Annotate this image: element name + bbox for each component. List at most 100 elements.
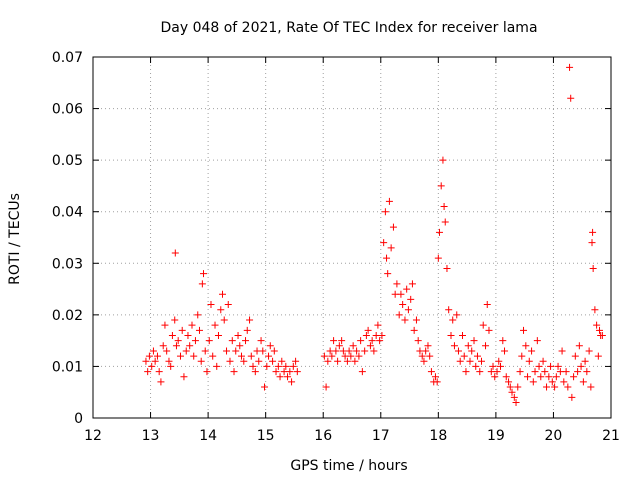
data-point [496,362,504,370]
data-point [168,331,176,339]
data-point [568,393,576,401]
data-point [489,362,497,370]
data-point [589,228,597,236]
data-point [587,383,595,391]
data-point [401,316,409,324]
data-point [395,311,403,319]
data-point [335,342,343,350]
data-point [328,352,336,360]
data-point [588,239,596,247]
data-point [180,373,188,381]
data-point [445,306,453,314]
data-point [243,326,251,334]
data-point [501,347,509,355]
x-tick-label: 21 [602,428,620,444]
data-point [418,352,426,360]
data-point [447,331,455,339]
data-point [547,362,555,370]
y-tick-label: 0 [74,411,83,427]
data-point [224,301,232,309]
data-point [499,337,507,345]
data-point [261,383,269,391]
data-point [427,368,435,376]
data-point [205,337,213,345]
data-point [408,280,416,288]
data-point [201,347,209,355]
data-point [512,399,520,407]
data-point [403,285,411,293]
data-point [564,383,572,391]
data-point [424,342,432,350]
data-point [579,378,587,386]
data-point [288,378,296,386]
data-point [167,362,175,370]
data-point [274,362,282,370]
data-point [176,352,184,360]
data-point [149,347,157,355]
data-point [554,362,562,370]
data-point [265,352,273,360]
data-point [598,331,606,339]
data-point [220,316,228,324]
data-points [142,63,606,407]
data-point [459,331,467,339]
data-point [389,223,397,231]
data-point [505,378,513,386]
data-point [374,321,382,329]
data-point [574,368,582,376]
data-point [552,373,560,381]
data-point [535,362,543,370]
data-point [234,331,242,339]
data-point [387,244,395,252]
data-point [479,321,487,329]
data-point [560,378,568,386]
data-point [182,347,190,355]
data-point [551,383,559,391]
data-point [190,352,198,360]
data-point [157,378,165,386]
data-point [155,368,163,376]
data-point [376,337,384,345]
data-point [529,378,537,386]
data-point [255,357,263,365]
data-point [380,239,388,247]
data-point [322,383,330,391]
data-point [393,280,401,288]
data-point [345,347,353,355]
x-tick-label: 14 [199,428,217,444]
data-point [545,373,553,381]
data-point [454,347,462,355]
data-point [537,373,545,381]
data-point [443,264,451,272]
data-point [232,347,240,355]
y-tick-label: 0.04 [52,205,83,221]
data-point [583,368,591,376]
data-point [338,337,346,345]
data-point [399,301,407,309]
data-point [433,378,441,386]
data-point [361,347,369,355]
data-point [293,368,301,376]
data-point [385,197,393,205]
data-point [510,393,518,401]
data-point [282,362,290,370]
data-point [528,347,536,355]
data-point [142,357,150,365]
data-point [541,368,549,376]
x-axis-label: GPS time / hours [290,458,407,474]
data-point [543,383,551,391]
data-point [358,368,366,376]
data-point [468,347,476,355]
y-tick-label: 0.02 [52,308,83,324]
data-point [292,357,300,365]
chart-title: Day 048 of 2021, Rate Of TEC Index for r… [160,20,537,36]
data-point [441,218,449,226]
data-point [485,326,493,334]
data-point [144,368,152,376]
data-point [514,383,522,391]
data-point [491,373,499,381]
data-point [195,326,203,334]
y-tick-labels: 0 0.01 0.02 0.03 0.04 0.05 0.06 0.07 [52,50,83,427]
data-point [449,316,457,324]
